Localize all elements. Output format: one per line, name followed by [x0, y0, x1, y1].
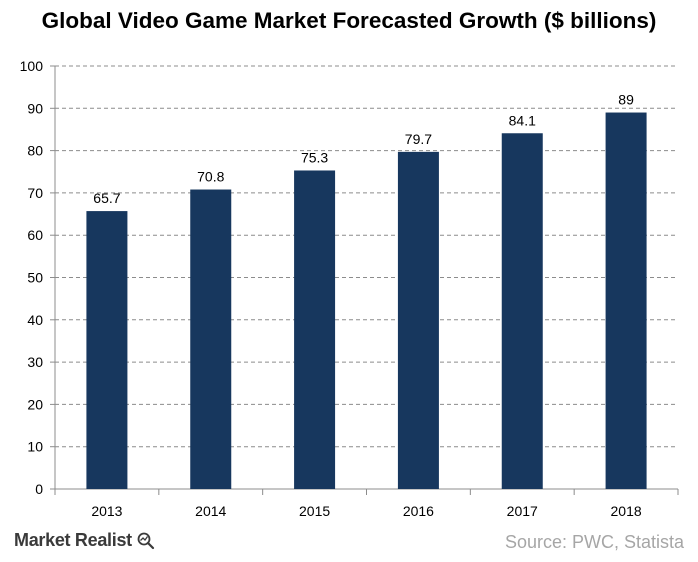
- data-label: 79.7: [405, 131, 432, 147]
- bar-2017: [501, 133, 543, 489]
- y-tick-label: 30: [27, 354, 43, 370]
- y-tick-label: 100: [20, 58, 44, 74]
- x-tick-label: 2015: [299, 503, 330, 519]
- data-label: 65.7: [93, 190, 120, 206]
- y-tick-label: 60: [27, 227, 43, 243]
- data-label: 70.8: [197, 169, 224, 185]
- bar-2016: [397, 151, 439, 489]
- y-tick-label: 40: [27, 312, 43, 328]
- brand-logo: Market Realist: [14, 530, 158, 551]
- data-label: 75.3: [301, 149, 328, 165]
- x-tick-label: 2017: [507, 503, 538, 519]
- x-tick-label: 2016: [403, 503, 434, 519]
- bar-2018: [605, 112, 647, 489]
- y-tick-label: 70: [27, 185, 43, 201]
- source-note: Source: PWC, Statista: [504, 532, 684, 552]
- data-label: 89: [618, 92, 634, 108]
- y-tick-label: 20: [27, 396, 43, 412]
- y-tick-label: 50: [27, 270, 43, 286]
- data-label: 84.1: [509, 112, 536, 128]
- y-tick-label: 80: [27, 143, 43, 159]
- y-tick-label: 0: [35, 481, 43, 497]
- y-tick-label: 10: [27, 439, 43, 455]
- bar-2014: [190, 189, 232, 490]
- brand-name: Market Realist: [14, 530, 132, 550]
- x-tick-label: 2013: [91, 503, 122, 519]
- magnifier-chart-icon: [137, 532, 154, 549]
- x-tick-label: 2018: [611, 503, 642, 519]
- y-tick-label: 90: [27, 100, 43, 116]
- bar-2013: [86, 211, 128, 490]
- bar-2015: [294, 170, 336, 489]
- x-tick-label: 2014: [195, 503, 226, 519]
- chart-title: Global Video Game Market Forecasted Grow…: [41, 8, 657, 33]
